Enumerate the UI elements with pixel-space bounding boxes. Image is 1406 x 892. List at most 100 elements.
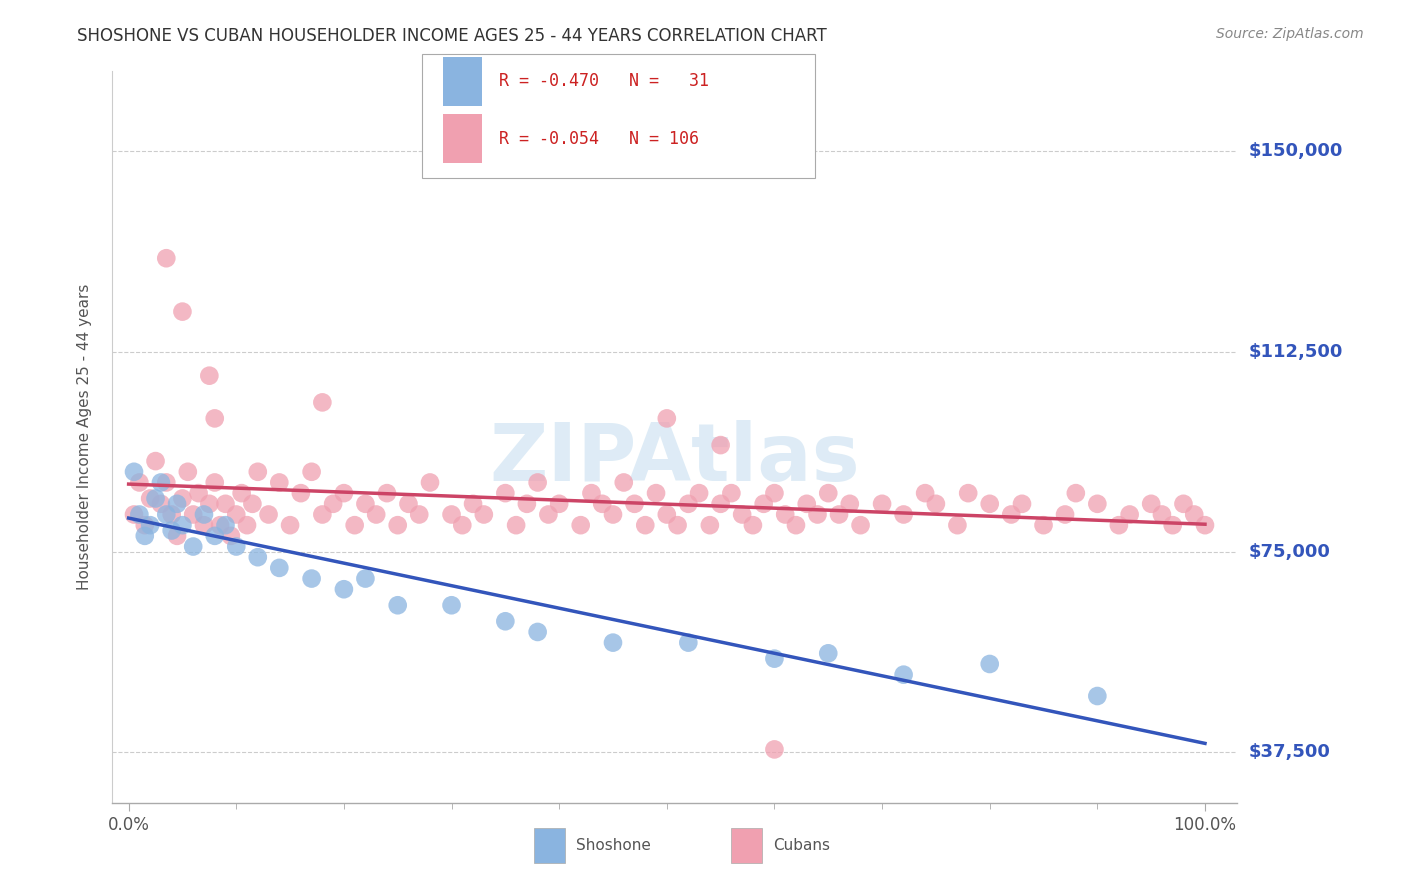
Point <box>160 508 183 522</box>
Point <box>181 508 204 522</box>
Point <box>257 508 280 522</box>
Point <box>181 540 204 554</box>
Point <box>172 491 194 506</box>
Point <box>204 529 226 543</box>
Point <box>242 497 264 511</box>
Point <box>311 508 333 522</box>
Point <box>219 529 242 543</box>
Point <box>301 465 323 479</box>
Point <box>645 486 668 500</box>
Point <box>451 518 474 533</box>
Text: SHOSHONE VS CUBAN HOUSEHOLDER INCOME AGES 25 - 44 YEARS CORRELATION CHART: SHOSHONE VS CUBAN HOUSEHOLDER INCOME AGE… <box>77 27 827 45</box>
Point <box>311 395 333 409</box>
Point <box>214 518 236 533</box>
Point <box>198 368 221 383</box>
Point <box>569 518 592 533</box>
Point <box>946 518 969 533</box>
Point <box>957 486 980 500</box>
Point <box>494 614 516 628</box>
Point <box>225 508 247 522</box>
Point <box>333 486 356 500</box>
Point <box>925 497 948 511</box>
Point <box>387 518 409 533</box>
Point <box>246 550 269 565</box>
Text: $75,000: $75,000 <box>1249 543 1330 561</box>
Point <box>1182 508 1205 522</box>
Point <box>343 518 366 533</box>
Point <box>1140 497 1163 511</box>
Point <box>160 524 183 538</box>
Point <box>269 561 291 575</box>
Point <box>548 497 571 511</box>
Point <box>785 518 807 533</box>
Point <box>1032 518 1054 533</box>
Point <box>145 491 167 506</box>
Point <box>838 497 860 511</box>
Point <box>1054 508 1077 522</box>
Point <box>387 599 409 613</box>
Point <box>172 518 194 533</box>
Point <box>139 491 162 506</box>
Point <box>914 486 936 500</box>
Point <box>688 486 710 500</box>
Point <box>225 540 247 554</box>
Point <box>177 465 200 479</box>
Point <box>461 497 484 511</box>
Point <box>893 667 915 681</box>
Point <box>494 486 516 500</box>
Point <box>128 508 150 522</box>
Point <box>172 304 194 318</box>
Point <box>333 582 356 597</box>
Point <box>893 508 915 522</box>
Point <box>278 518 301 533</box>
Point <box>440 599 463 613</box>
Point <box>623 497 645 511</box>
Point <box>472 508 495 522</box>
Point <box>1173 497 1195 511</box>
Point <box>375 486 398 500</box>
Point <box>419 475 441 490</box>
Point <box>828 508 851 522</box>
Point <box>979 497 1001 511</box>
Point <box>505 518 527 533</box>
Point <box>655 411 678 425</box>
Point <box>398 497 420 511</box>
Point <box>678 497 700 511</box>
Point <box>666 518 689 533</box>
Text: Source: ZipAtlas.com: Source: ZipAtlas.com <box>1216 27 1364 41</box>
Point <box>763 742 786 756</box>
Point <box>149 475 172 490</box>
Point <box>602 508 624 522</box>
Point <box>155 508 177 522</box>
Text: $112,500: $112,500 <box>1249 343 1343 360</box>
Text: ZIPAtlas: ZIPAtlas <box>489 420 860 498</box>
Point <box>301 572 323 586</box>
Point <box>134 518 156 533</box>
Point <box>134 529 156 543</box>
Text: Shoshone: Shoshone <box>576 838 651 853</box>
Point <box>1108 518 1130 533</box>
Point <box>155 475 177 490</box>
Point <box>139 518 162 533</box>
Point <box>198 497 221 511</box>
Point <box>204 411 226 425</box>
Point <box>591 497 613 511</box>
Point <box>763 651 786 665</box>
Point <box>1085 497 1108 511</box>
Point <box>1085 689 1108 703</box>
Point <box>408 508 430 522</box>
Point <box>720 486 742 500</box>
Point <box>537 508 560 522</box>
Point <box>979 657 1001 671</box>
Point <box>322 497 344 511</box>
Text: R = -0.054   N = 106: R = -0.054 N = 106 <box>499 130 699 148</box>
Point <box>193 508 215 522</box>
Point <box>214 497 236 511</box>
Point <box>187 486 209 500</box>
Point <box>634 518 657 533</box>
Point <box>763 486 786 500</box>
Y-axis label: Householder Income Ages 25 - 44 years: Householder Income Ages 25 - 44 years <box>77 284 91 591</box>
Point <box>678 635 700 649</box>
Point <box>699 518 721 533</box>
Point <box>354 572 377 586</box>
